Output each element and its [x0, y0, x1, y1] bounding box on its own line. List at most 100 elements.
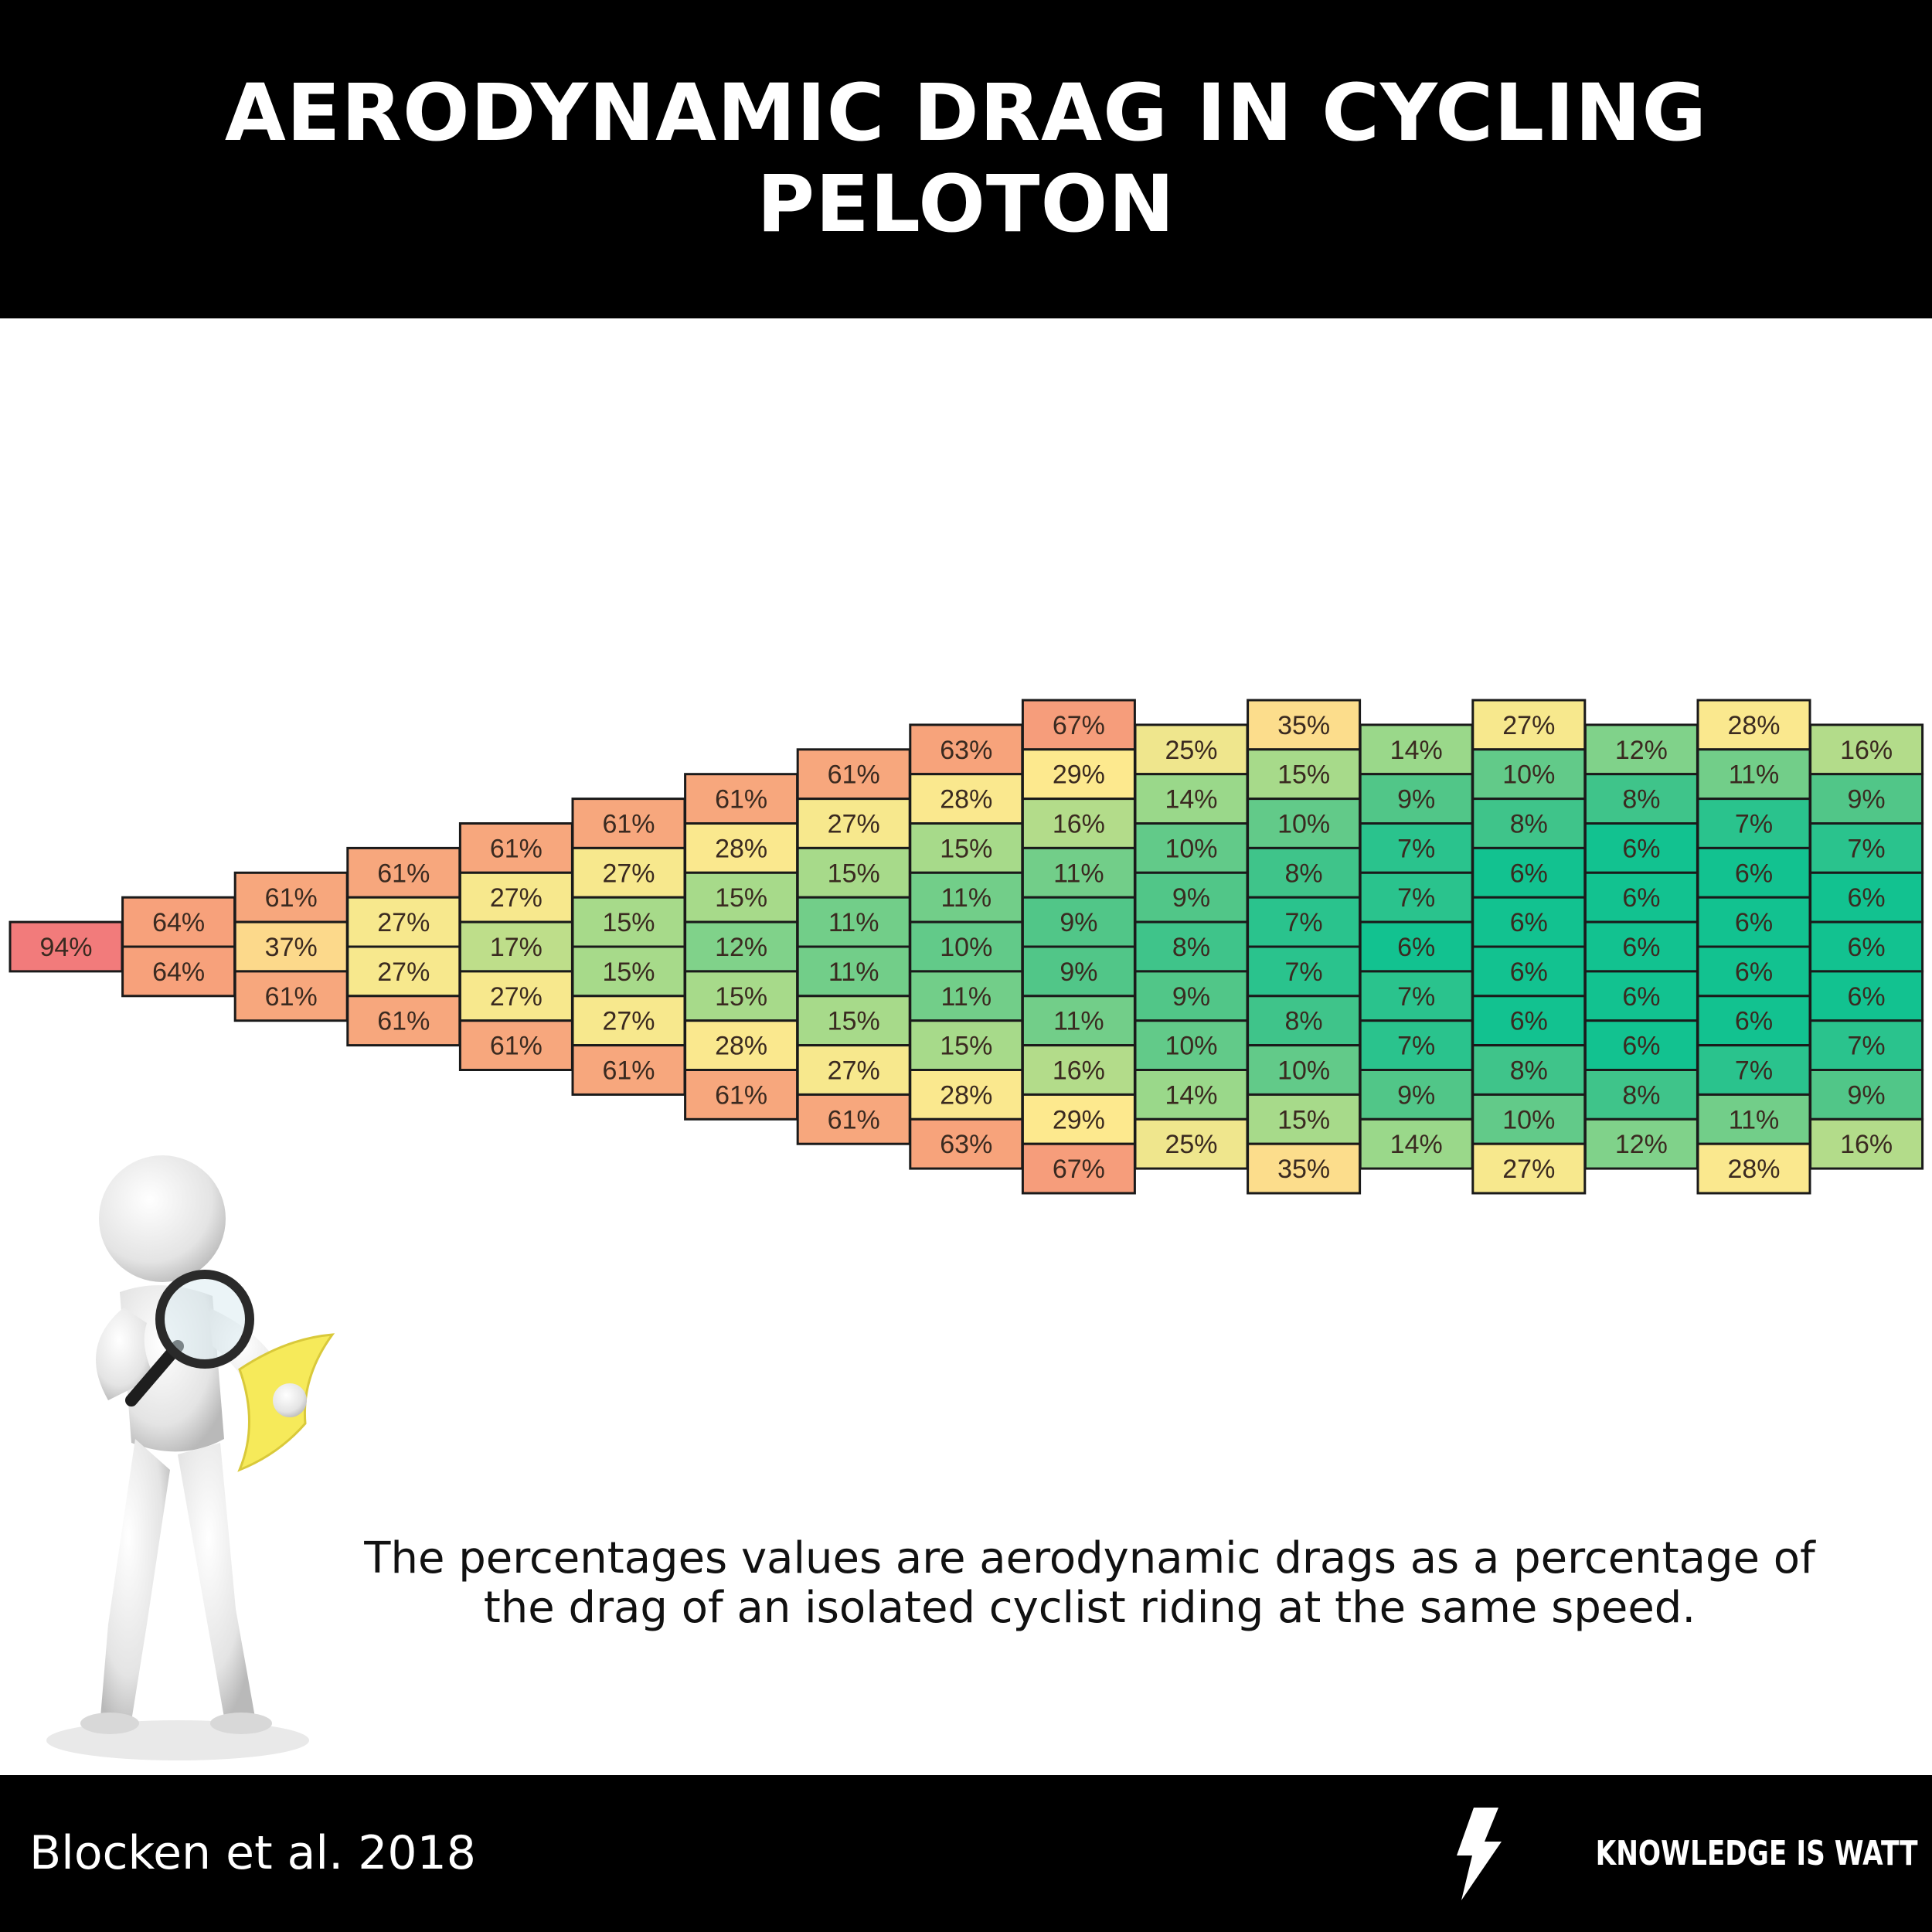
cell-c7-r7: 61% [796, 1093, 911, 1145]
cell-c15-r1: 11% [1696, 748, 1811, 801]
cell-c15-r0: 28% [1696, 699, 1811, 751]
cell-c3-r3: 61% [346, 995, 461, 1047]
cell-rect [1134, 871, 1249, 923]
cell-label: 27% [377, 908, 430, 937]
cell-rect [1359, 1019, 1474, 1072]
cell-label: 9% [1172, 883, 1210, 913]
cell-c15-r8: 11% [1696, 1093, 1811, 1145]
cell-c6-r5: 28% [684, 1019, 799, 1072]
cell-c11-r2: 10% [1247, 798, 1362, 849]
cell-label: 28% [715, 834, 767, 863]
cell-c11-r3: 8% [1247, 846, 1362, 899]
cell-label: 12% [1615, 1130, 1668, 1159]
cell-rect [1021, 896, 1136, 948]
cell-rect [909, 773, 1024, 825]
cell-rect [1359, 822, 1474, 874]
cell-rect [1471, 945, 1587, 998]
cell-rect [1696, 1093, 1811, 1145]
cell-c12-r3: 7% [1359, 871, 1474, 923]
cell-label: 6% [1622, 883, 1660, 913]
cell-rect [1583, 871, 1699, 923]
cell-label: 25% [1165, 736, 1217, 765]
cell-label: 6% [1848, 883, 1886, 913]
cell-rect [1583, 1069, 1699, 1121]
cell-label: 35% [1277, 711, 1330, 740]
cell-label: 12% [1615, 736, 1668, 765]
cell-c10-r5: 9% [1134, 970, 1249, 1022]
cell-c2-r2: 61% [233, 970, 349, 1022]
cell-c16-r0: 16% [1809, 723, 1924, 776]
cell-rect [1021, 1142, 1136, 1195]
cell-rect [1809, 822, 1924, 874]
cell-c11-r4: 7% [1247, 896, 1362, 948]
cell-c4-r0: 61% [458, 822, 573, 874]
cell-label: 29% [1053, 760, 1105, 790]
cell-label: 15% [602, 908, 655, 937]
cell-c12-r6: 7% [1359, 1019, 1474, 1072]
cell-c7-r4: 11% [796, 945, 911, 998]
cell-label: 7% [1848, 834, 1886, 863]
cell-rect [1247, 995, 1362, 1047]
caption: The percentages values are aerodynamic d… [325, 1534, 1855, 1633]
cell-c6-r3: 12% [684, 920, 799, 973]
cell-c12-r0: 14% [1359, 723, 1474, 776]
cell-label: 8% [1510, 810, 1548, 839]
cell-rect [1471, 1142, 1587, 1195]
cell-rect [796, 896, 911, 948]
cell-label: 28% [940, 1080, 992, 1110]
cell-label: 7% [1397, 834, 1435, 863]
cell-label: 7% [1735, 810, 1773, 839]
cell-c16-r7: 9% [1809, 1069, 1924, 1121]
cell-rect [909, 822, 1024, 874]
cell-rect [1809, 871, 1924, 923]
cell-rect [1696, 1044, 1811, 1096]
cell-c9-r3: 11% [1021, 846, 1136, 899]
cell-c10-r3: 9% [1134, 871, 1249, 923]
cell-rect [1696, 1142, 1811, 1195]
cell-label: 35% [1277, 1155, 1330, 1184]
cell-rect [1583, 822, 1699, 874]
cell-rect [1696, 699, 1811, 751]
cell-rect [1134, 822, 1249, 874]
cell-label: 6% [1735, 1007, 1773, 1036]
cell-c13-r0: 27% [1471, 699, 1587, 751]
cell-c10-r0: 25% [1134, 723, 1249, 776]
cell-c16-r2: 7% [1809, 822, 1924, 874]
cell-c10-r6: 10% [1134, 1019, 1249, 1072]
cell-label: 15% [1277, 1105, 1330, 1134]
cell-c13-r3: 6% [1471, 846, 1587, 899]
cell-label: 8% [1285, 1007, 1323, 1036]
cell-label: 6% [1622, 982, 1660, 1012]
cell-c9-r8: 29% [1021, 1093, 1136, 1145]
cell-c5-r4: 27% [571, 995, 686, 1047]
cell-c12-r7: 9% [1359, 1069, 1474, 1121]
cell-c2-r1: 37% [233, 920, 349, 973]
cell-c14-r4: 6% [1583, 920, 1699, 973]
cell-label: 9% [1060, 957, 1097, 987]
cell-label: 6% [1735, 957, 1773, 987]
cell-label: 6% [1735, 908, 1773, 937]
cell-rect [684, 1019, 799, 1072]
cell-rect [1809, 1117, 1924, 1170]
cell-label: 11% [941, 982, 992, 1012]
cell-label: 27% [1502, 711, 1555, 740]
cell-label: 64% [152, 957, 205, 987]
cell-label: 8% [1622, 785, 1660, 815]
cell-label: 6% [1622, 834, 1660, 863]
cell-c11-r0: 35% [1247, 699, 1362, 751]
cell-label: 27% [602, 859, 655, 888]
cell-label: 16% [1053, 1056, 1105, 1086]
cell-rect [1583, 773, 1699, 825]
cell-c12-r4: 6% [1359, 920, 1474, 973]
cell-label: 15% [828, 1007, 880, 1036]
cell-label: 10% [1502, 1105, 1555, 1134]
cell-label: 61% [828, 1105, 880, 1134]
cell-rect [1359, 1117, 1474, 1170]
cell-c9-r0: 67% [1021, 699, 1136, 751]
cell-rect [1134, 1069, 1249, 1121]
cell-c10-r8: 25% [1134, 1117, 1249, 1170]
lightning-bolt-icon [1457, 1807, 1502, 1900]
cell-rect [909, 723, 1024, 776]
cell-c14-r3: 6% [1583, 871, 1699, 923]
cell-label: 7% [1397, 883, 1435, 913]
